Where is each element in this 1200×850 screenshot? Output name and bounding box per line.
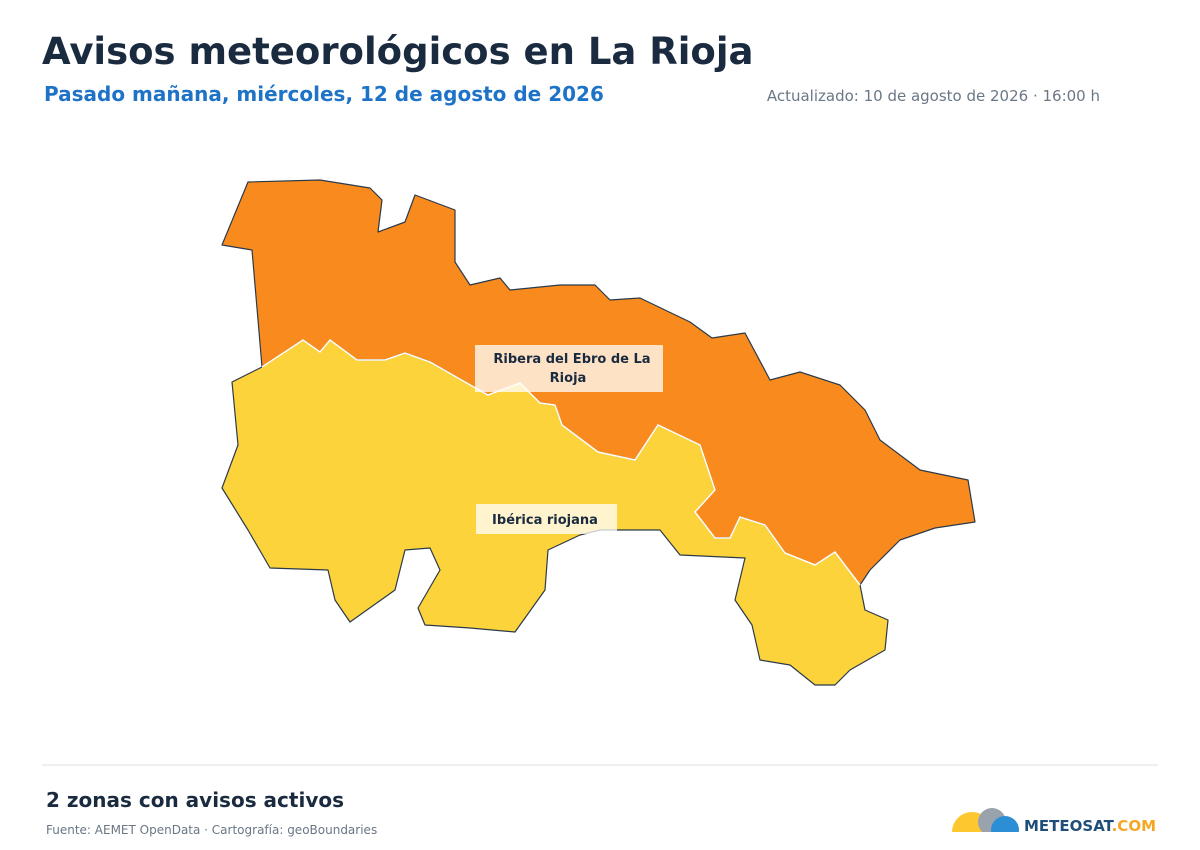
label-box [476, 504, 617, 534]
label-box [475, 345, 663, 392]
title: Avisos meteorológicos en La Rioja [42, 30, 754, 73]
logo-text: METEOSAT.COM [1024, 817, 1156, 835]
subtitle: Pasado mañana, miércoles, 12 de agosto d… [44, 82, 604, 106]
map: Ribera del Ebro de La Rioja Ibérica rioja… [221, 179, 976, 686]
zone-label: Ibérica riojana [492, 513, 598, 528]
updated: Actualizado: 10 de agosto de 2026 · 16:0… [767, 87, 1100, 105]
summary: 2 zonas con avisos activos [46, 788, 344, 812]
zone-border [261, 338, 861, 586]
source: Fuente: AEMET OpenData · Cartografía: ge… [46, 823, 377, 837]
zone-label: Ribera del Ebro de La Rioja [493, 352, 650, 386]
logo-mask [945, 832, 1025, 850]
logo: METEOSAT.COM [945, 808, 1156, 850]
